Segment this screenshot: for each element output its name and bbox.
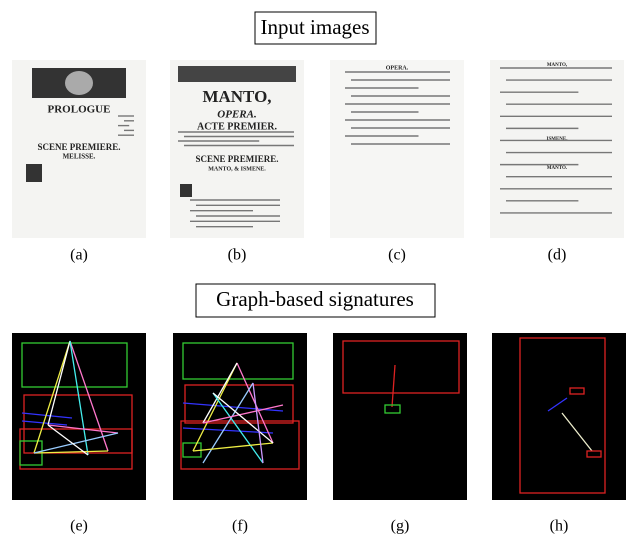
title-box	[254, 11, 377, 45]
panel-label: (b)	[228, 247, 247, 264]
page-heading: PROLOGUE	[48, 104, 111, 116]
drop-cap	[180, 184, 192, 197]
section-title: Input images	[260, 15, 369, 39]
ornament	[178, 66, 296, 82]
input-images: PROLOGUE SCENE PREMIERE. MELISSE. MANTO,…	[12, 60, 624, 238]
page-heading: MELISSE.	[63, 153, 96, 161]
drop-cap	[26, 164, 42, 182]
panel-label: (h)	[550, 518, 569, 535]
panel-label: (d)	[548, 247, 567, 264]
page-heading: MANTO,	[547, 63, 568, 68]
graph-signature	[173, 333, 307, 500]
graph-signature	[12, 333, 146, 500]
panel-label: (c)	[388, 247, 406, 264]
page-image	[490, 60, 624, 238]
page-heading: SCENE PREMIERE.	[195, 154, 278, 164]
title-box	[195, 283, 436, 318]
section-title: Graph-based signatures	[216, 287, 414, 311]
page-image	[170, 60, 304, 238]
page-heading: OPERA.	[217, 109, 256, 121]
panel-label: (e)	[70, 518, 88, 535]
page-image	[330, 60, 464, 238]
graph-signature	[492, 333, 626, 500]
page-heading: ACTE PREMIER.	[197, 121, 278, 132]
page-heading: OPERA.	[386, 65, 409, 71]
panel-label: (g)	[391, 518, 410, 535]
graph-signature	[333, 333, 467, 500]
page-heading: MANTO,	[202, 87, 271, 106]
page-heading: ISMENE.	[547, 137, 569, 142]
page-heading: MANTO, & ISMENE.	[208, 166, 266, 172]
page-heading: SCENE PREMIERE.	[37, 142, 120, 152]
ornament	[65, 71, 93, 95]
panel-label: (a)	[70, 247, 88, 264]
panel-label: (f)	[232, 518, 248, 535]
page-heading: MANTO.	[547, 166, 568, 171]
